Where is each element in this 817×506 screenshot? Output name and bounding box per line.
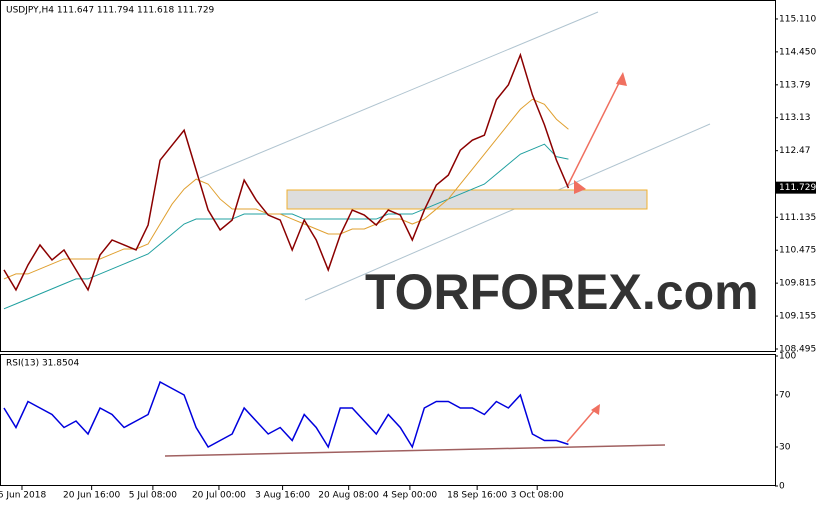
arrow-head: [591, 404, 600, 415]
y-tick-label: 30: [779, 443, 791, 453]
series-line: [3, 143, 569, 310]
x-tick-label: 20 Jul 00:00: [192, 491, 246, 501]
x-tick-label: 20 Aug 08:00: [318, 491, 379, 501]
rsi-panel: [0, 354, 776, 486]
y-tick-label: 100: [779, 352, 796, 362]
y-tick-label: 111.135: [779, 213, 816, 223]
x-tick-label: 3 Aug 16:00: [255, 491, 310, 501]
y-tick-label: 70: [779, 391, 791, 401]
y-tick-label: 0: [779, 482, 785, 492]
y-tick-label: 109.815: [779, 279, 816, 289]
x-tick-label: 5 Jul 08:00: [129, 491, 178, 501]
price-label-bg: [776, 181, 816, 194]
series-line: [3, 98, 569, 280]
y-tick-label: 112.47: [779, 146, 811, 156]
x-tick-label: 3 Oct 08:00: [511, 491, 564, 501]
channel-line: [199, 11, 599, 179]
y-tick-label: 114.450: [779, 47, 816, 57]
y-tick-label: 110.475: [779, 246, 816, 256]
price-panel: [0, 0, 776, 352]
y-tick-label: 113.13: [779, 113, 811, 123]
arrow-head: [574, 180, 586, 194]
y-tick-label: 115.110: [779, 14, 816, 24]
arrow: [567, 74, 624, 186]
watermark: TORFOREX.com: [365, 264, 759, 320]
channel-line: [304, 123, 711, 301]
y-tick-label: 113.79: [779, 80, 811, 90]
y-tick-label: 109.155: [779, 312, 816, 322]
rsi-title: RSI(13) 31.8504: [6, 359, 79, 369]
y-tick-label: 108.495: [779, 345, 816, 355]
x-tick-label: 18 Sep 16:00: [447, 491, 507, 501]
arrow-head: [616, 72, 627, 86]
trend-line: [164, 444, 666, 457]
zone: [286, 189, 648, 210]
arrow: [566, 405, 599, 443]
x-tick-label: 6 Jun 2018: [0, 491, 46, 501]
price-label: 111.729: [779, 183, 816, 193]
x-tick-label: 20 Jun 16:00: [63, 491, 120, 501]
series-line: [3, 380, 569, 449]
x-tick-label: 4 Sep 00:00: [383, 491, 438, 501]
chart-title: USDJPY,H4 111.647 111.794 111.618 111.72…: [6, 6, 215, 16]
series-line: [3, 52, 570, 292]
